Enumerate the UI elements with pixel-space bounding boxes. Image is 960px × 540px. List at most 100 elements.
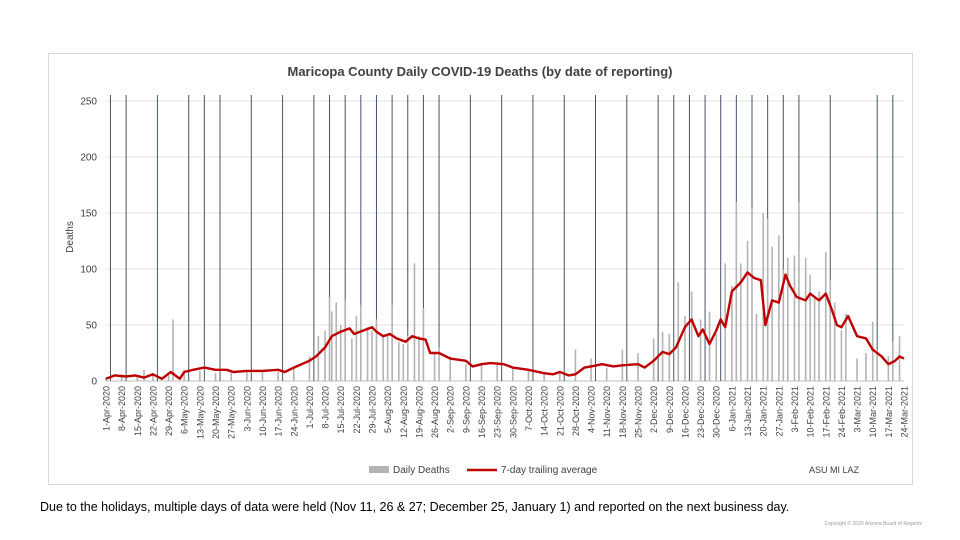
daily-deaths-bar [105, 377, 107, 381]
x-tick-label: 4-Nov-2020 [587, 386, 597, 433]
x-tick-label: 2-Sep-2020 [446, 386, 456, 433]
daily-deaths-bar [406, 336, 409, 381]
x-tick-label: 29-Jul-2020 [368, 386, 378, 434]
daily-deaths-bar [840, 330, 843, 381]
daily-deaths-bar [214, 373, 217, 381]
daily-deaths-bar [183, 369, 186, 381]
daily-deaths-bar [386, 333, 389, 381]
daily-deaths-bar [344, 300, 346, 381]
x-tick-label: 16-Sep-2020 [477, 386, 487, 438]
daily-deaths-bar [778, 235, 780, 381]
trailing-average-line [105, 271, 905, 380]
daily-deaths-bar [824, 252, 827, 381]
daily-deaths-bar [786, 257, 789, 381]
x-tick-label: 24-Mar-2021 [900, 386, 910, 438]
daily-deaths-bar [335, 302, 338, 381]
daily-deaths-bar [246, 370, 248, 381]
x-tick-label: 1-Jul-2020 [305, 386, 315, 429]
x-tick-label: 23-Dec-2020 [696, 386, 706, 438]
daily-deaths-bar [143, 369, 145, 381]
daily-deaths-bar [382, 336, 384, 381]
daily-deaths-bar [813, 297, 816, 381]
chart-annotation: ASU MI LAZ [809, 465, 860, 475]
daily-deaths-bar [605, 367, 608, 381]
x-tick-label: 15-Apr-2020 [133, 386, 143, 436]
daily-deaths-bar [668, 333, 671, 381]
daily-deaths-bar [317, 336, 320, 381]
x-tick-label: 3-Mar-2021 [853, 386, 863, 433]
daily-deaths-bar [512, 367, 514, 381]
x-tick-label: 15-Jul-2020 [336, 386, 346, 434]
daily-deaths-bar [845, 313, 847, 381]
x-tick-label: 27-Jan-2021 [774, 386, 784, 437]
daily-deaths-bar [398, 341, 400, 381]
y-tick-label: 250 [80, 97, 97, 108]
daily-deaths-bar [418, 336, 420, 381]
daily-deaths-bar [292, 367, 295, 381]
daily-deaths-bar [708, 311, 711, 381]
daily-deaths-bar [715, 333, 718, 381]
daily-deaths-bar [637, 353, 639, 381]
x-tick-label: 17-Jun-2020 [274, 386, 284, 437]
daily-deaths-bar [172, 319, 174, 381]
y-axis-label: Deaths [65, 221, 76, 253]
copyright-notice: Copyright © 2020 Arizona Board of Regent… [824, 521, 922, 527]
daily-deaths-bar [413, 263, 416, 381]
x-tick-label: 30-Sep-2020 [508, 386, 518, 438]
x-tick-labels: 1-Apr-2020 8-Apr-2020 15-Apr-2020 22-Apr-20… [102, 386, 910, 439]
daily-deaths-bar [751, 207, 753, 381]
daily-deaths-bar [782, 269, 785, 381]
daily-deaths-bar [793, 255, 796, 381]
x-tick-label: 27-May-2020 [227, 386, 237, 439]
x-tick-label: 24-Feb-2021 [837, 386, 847, 438]
daily-deaths-bar [351, 338, 353, 381]
daily-deaths-bar [136, 375, 139, 381]
x-tick-label: 17-Mar-2021 [884, 386, 894, 438]
x-tick-label: 22-Apr-2020 [148, 386, 158, 436]
daily-deaths-bar [449, 356, 452, 381]
y-tick-labels: 0 50 100 150 200 250 [80, 97, 97, 388]
x-tick-label: 2-Dec-2020 [649, 386, 659, 433]
daily-deaths-bar [876, 349, 878, 381]
x-tick-label: 20-Jan-2021 [759, 386, 769, 437]
daily-deaths-bar [809, 274, 811, 381]
daily-deaths-bar [375, 319, 378, 381]
daily-deaths-bar [355, 316, 358, 381]
daily-deaths-bar [230, 369, 232, 381]
x-tick-label: 21-Oct-2020 [555, 386, 565, 436]
y-tick-label: 150 [80, 209, 97, 220]
legend-label-daily-deaths: Daily Deaths [393, 465, 450, 476]
daily-deaths-bar [731, 285, 733, 381]
daily-deaths-bar [167, 375, 170, 381]
daily-deaths-bar [755, 313, 758, 381]
x-tick-label: 7-Oct-2020 [524, 386, 534, 431]
x-tick-label: 28-Oct-2020 [571, 386, 581, 436]
x-tick-label: 30-Dec-2020 [712, 386, 722, 438]
daily-deaths-bar [699, 319, 702, 381]
x-tick-label: 9-Dec-2020 [665, 386, 675, 433]
legend-label-trailing-average: 7-day trailing average [501, 465, 598, 476]
legend: Daily Deaths 7-day trailing average [369, 465, 598, 476]
daily-deaths-bar [833, 302, 836, 381]
daily-deaths-bar [871, 321, 874, 381]
x-tick-label: 10-Feb-2021 [806, 386, 816, 438]
chart-frame: Maricopa County Daily COVID-19 Deaths (b… [48, 53, 913, 485]
daily-deaths-bar [865, 353, 867, 381]
x-tick-label: 13-May-2020 [195, 386, 205, 439]
x-tick-label: 9-Sep-2020 [461, 386, 471, 433]
daily-deaths-bar [277, 372, 279, 381]
daily-deaths-bar [590, 358, 592, 381]
reporting-date-lines [109, 95, 894, 381]
x-tick-label: 20-May-2020 [211, 386, 221, 439]
daily-deaths-bar [829, 280, 832, 381]
daily-deaths-bar [339, 325, 342, 381]
covid-deaths-chart: Maricopa County Daily COVID-19 Deaths (b… [65, 64, 910, 476]
daily-deaths-bar [366, 327, 369, 381]
gridlines [106, 100, 904, 382]
x-tick-label: 23-Sep-2020 [493, 386, 503, 438]
daily-deaths-bar [558, 372, 561, 381]
daily-deaths-bar [465, 364, 467, 381]
legend-swatch-daily-deaths [369, 466, 389, 473]
daily-deaths-bar [360, 304, 362, 381]
daily-deaths-bar [324, 330, 326, 381]
